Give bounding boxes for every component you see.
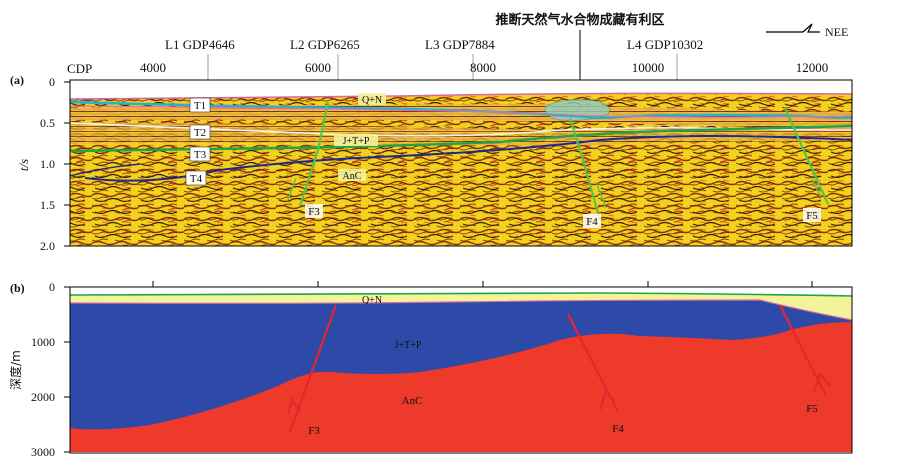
favourable-zone-title: 推断天然气水合物成藏有利区	[495, 12, 664, 28]
label-t3: T3	[194, 149, 207, 161]
fault-f3-trace	[298, 101, 330, 207]
cdp-tick-labels: 4000 6000 8000 10000 12000	[140, 60, 828, 75]
cdp-axis-label: CDP	[67, 61, 92, 76]
unit-anc-a: AnC	[343, 171, 362, 182]
nee-legend: NEE	[766, 23, 848, 39]
nee-label: NEE	[825, 25, 848, 39]
panel-b-tick-3000: 3000	[31, 445, 55, 459]
unit-qn-b: Q+N	[362, 295, 382, 306]
fault-label-f4-b: F4	[612, 423, 624, 435]
fault-f4-trace	[568, 117, 602, 221]
fault-label-f5-a: F5	[806, 210, 818, 222]
panel-a-tick-10: 1.0	[40, 157, 55, 171]
seafloor-green-line	[70, 292, 852, 297]
label-t4: T4	[190, 173, 203, 185]
panel-b-x-ticks	[152, 281, 813, 287]
depth-model	[70, 287, 852, 453]
panel-a-tag: (a)	[10, 73, 24, 87]
panel-b-frame	[69, 286, 853, 454]
cdp-tick-4000: 4000	[140, 60, 166, 75]
cdp-tick-12000: 12000	[796, 60, 829, 75]
fault-f5-arrow	[812, 371, 831, 393]
faults-panel-b	[286, 304, 831, 433]
fault-label-f5-b: F5	[806, 403, 818, 415]
well-label-l4: L4 GDP10302	[627, 37, 703, 52]
unit-anc-b: AnC	[402, 395, 423, 407]
unit-jtp-a: J+T+P	[343, 136, 370, 147]
panel-a-tick-20: 2.0	[40, 239, 55, 253]
well-label-l1: L1 GDP4646	[165, 37, 235, 52]
panel-a-tick-05: 0.5	[40, 116, 55, 130]
fault-f3-arrow	[286, 397, 301, 415]
layer-anc	[70, 322, 852, 452]
fault-f3	[288, 304, 338, 433]
panel-b-tick-0: 0	[49, 280, 55, 294]
well-labels: L1 GDP4646 L2 GDP6265 L3 GDP7884 L4 GDP1…	[165, 37, 703, 52]
panel-b-y-label: 深度/m	[8, 350, 23, 390]
cdp-tick-6000: 6000	[305, 60, 331, 75]
unit-qn-a: Q+N	[362, 95, 382, 106]
fault-f4-arrow	[598, 387, 615, 411]
seismic-section	[70, 80, 852, 246]
unit-jtp-b: J+T+P	[395, 340, 422, 351]
well-label-l2: L2 GDP6265	[290, 37, 360, 52]
panel-a-horizon-labels: T1 T2 T3 T4	[185, 97, 211, 186]
panel-a-frame	[69, 79, 853, 247]
label-t2: T2	[194, 127, 206, 139]
well-ticks	[207, 54, 678, 80]
panel-b-tick-2000: 2000	[31, 390, 55, 404]
panel-b-y-ticks: 0 1000 2000 3000	[31, 280, 70, 459]
panel-a-y-label: t/s	[16, 159, 31, 171]
panel-a-y-ticks: 0 0.5 1.0 1.5 2.0	[40, 75, 70, 253]
seafloor-line	[70, 92, 852, 100]
cdp-tick-10000: 10000	[632, 60, 665, 75]
panel-a-tick-15: 1.5	[40, 198, 55, 212]
panel-b-tick-1000: 1000	[31, 335, 55, 349]
fault-label-f3-b: F3	[308, 425, 320, 437]
panel-a-fault-labels: F3 F4 F5	[305, 204, 821, 228]
fault-label-f4-a: F4	[586, 216, 598, 228]
panel-b-labels: Q+N J+T+P AnC F3 F4 F5	[308, 295, 818, 437]
panel-a-tick-0: 0	[49, 75, 55, 89]
well-label-l3: L3 GDP7884	[425, 37, 495, 52]
fault-label-f3-a: F3	[308, 206, 320, 218]
panel-b-tag: (b)	[10, 281, 25, 295]
fault-f5-trace	[783, 107, 830, 205]
panel-a-unit-labels: Q+N J+T+P AnC	[334, 93, 386, 182]
label-t1: T1	[194, 100, 206, 112]
faults-panel-a	[287, 101, 830, 221]
cdp-tick-8000: 8000	[470, 60, 496, 75]
